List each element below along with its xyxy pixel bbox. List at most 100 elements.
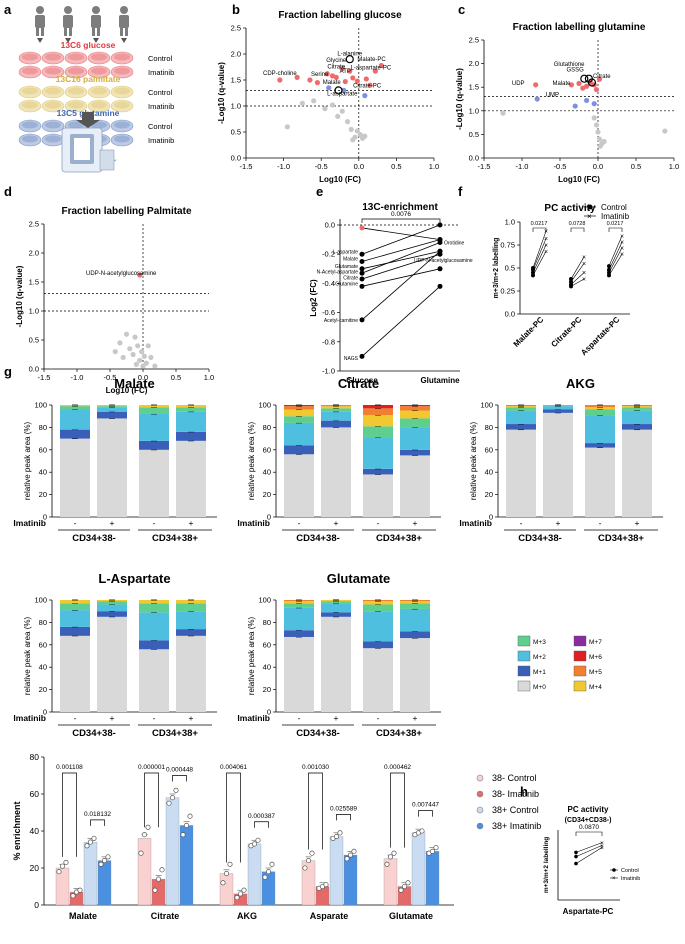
control-point	[607, 270, 611, 275]
culture-dish	[18, 85, 42, 99]
point-label: UDP-N-acetylglucosamine	[86, 271, 157, 277]
culture-dish	[64, 51, 88, 65]
group-label: CD34+38-	[72, 533, 116, 544]
culture-dish	[64, 85, 88, 99]
stack-segment-Mp2	[97, 407, 127, 412]
x-tick-label: 1.0	[669, 162, 679, 171]
condition-label: Imatinib	[148, 68, 174, 77]
imatinib-point: ×	[620, 240, 624, 247]
y-tick-label: -0.8	[322, 337, 335, 346]
stack-segment-Mp3	[176, 603, 206, 612]
legend-marker-x: ×	[612, 876, 616, 882]
stack-segment-Mp4	[363, 601, 393, 605]
y-tick-label: 60	[39, 445, 47, 454]
control-point	[569, 279, 573, 284]
stack-segment-Mp2	[176, 411, 206, 432]
data-point	[91, 835, 97, 841]
grey-point	[348, 126, 354, 132]
paired-line	[532, 244, 547, 273]
legend-label: Imatinib	[621, 876, 640, 882]
data-point	[159, 867, 165, 873]
x-tick-label: -0.5	[554, 162, 567, 171]
stack-segment-Mp1	[506, 424, 536, 430]
control-point	[574, 854, 578, 859]
y-tick-label: 100	[480, 401, 493, 410]
person-icon-head	[64, 6, 72, 14]
red-point	[314, 80, 321, 86]
y-tick-label: 0.0	[231, 154, 241, 163]
x-tick-label: -0.5	[315, 162, 328, 171]
imatinib-label: Imatinib	[237, 713, 270, 723]
stack-segment-Mp4	[97, 600, 127, 602]
grey-point	[145, 343, 151, 349]
series-label: N-Acetyl-aspartate	[317, 270, 359, 276]
culture-dish-inner	[68, 87, 84, 95]
red-point	[354, 78, 360, 84]
imatinib-point: ×	[544, 249, 548, 256]
grey-point	[135, 343, 141, 349]
stack-segment-Mp1	[60, 626, 90, 636]
stack-segment-Mp1	[400, 631, 430, 639]
point-label: UDP	[512, 81, 525, 87]
data-point	[344, 856, 350, 862]
y-tick-label: -0.2	[322, 250, 335, 259]
red-point	[324, 71, 330, 77]
legend-swatch	[573, 665, 587, 677]
imatinib-point: ×	[544, 236, 548, 243]
bar-3	[343, 854, 358, 906]
data-point	[405, 880, 411, 886]
person-icon-head	[92, 6, 100, 14]
x-tick-label: -1.5	[240, 162, 253, 171]
stack-segment-Mp0	[97, 418, 127, 517]
control-point	[531, 266, 535, 270]
culture-dish	[110, 65, 134, 79]
data-point	[241, 887, 247, 893]
stack-segment-Mp2	[543, 406, 573, 410]
culture-dish	[64, 99, 88, 113]
x-category-label: Asparate	[310, 911, 349, 921]
isotopologue-panel: Malate 0 20 40 60 80 100 relative peak area (%)…	[13, 376, 663, 739]
stack-segment-Mp2	[284, 422, 314, 446]
y-tick-label: 1.0	[469, 106, 479, 115]
imatinib-sign: +	[110, 518, 115, 528]
stack-segment-Mp1	[284, 445, 314, 455]
p-value-label: 0.004061	[220, 764, 247, 771]
data-point	[77, 887, 83, 893]
stack-segment-Mp1	[321, 420, 351, 428]
grey-point	[112, 349, 118, 355]
y-tick-label: 40	[485, 468, 493, 477]
point-glucose	[359, 266, 365, 272]
significance-bracket	[575, 831, 603, 836]
y-tick-label: 2.0	[469, 59, 479, 68]
stack-segment-Mp0	[585, 447, 615, 517]
culture-dish	[18, 119, 42, 133]
culture-dish	[18, 51, 42, 65]
y-tick-label: 20	[30, 863, 40, 873]
data-point	[166, 800, 172, 806]
culture-dish-inner	[68, 121, 84, 129]
p-value-label: 0.001030	[302, 764, 329, 771]
y-tick-label: 1.5	[469, 83, 479, 92]
point-glucose	[359, 276, 365, 282]
person-icon-leg	[69, 28, 72, 36]
stack-segment-Mp5	[284, 600, 314, 602]
stack-segment-Mp3	[363, 604, 393, 612]
stack-segment-Mp4	[139, 600, 169, 604]
culture-dish-inner	[91, 87, 107, 95]
series-label: Malate	[343, 257, 358, 263]
stack-segment-Mp5	[363, 408, 393, 416]
paired-line	[570, 278, 585, 287]
y-tick-label: 80	[39, 618, 47, 627]
y-tick-label: 0.5	[505, 264, 515, 273]
x-category-label: Citrate-PC	[549, 315, 583, 349]
data-point	[384, 861, 390, 867]
person-icon-head	[120, 6, 128, 14]
legend-label: M+1	[533, 669, 546, 676]
y-tick-label: 0.0	[505, 310, 515, 319]
grey-point	[152, 363, 158, 369]
culture-dish-inner	[68, 67, 84, 75]
imatinib-sign: -	[153, 713, 156, 723]
control-point	[607, 267, 611, 272]
stack-segment-Mp6	[363, 405, 393, 409]
y-tick-label: 0.5	[469, 130, 479, 139]
